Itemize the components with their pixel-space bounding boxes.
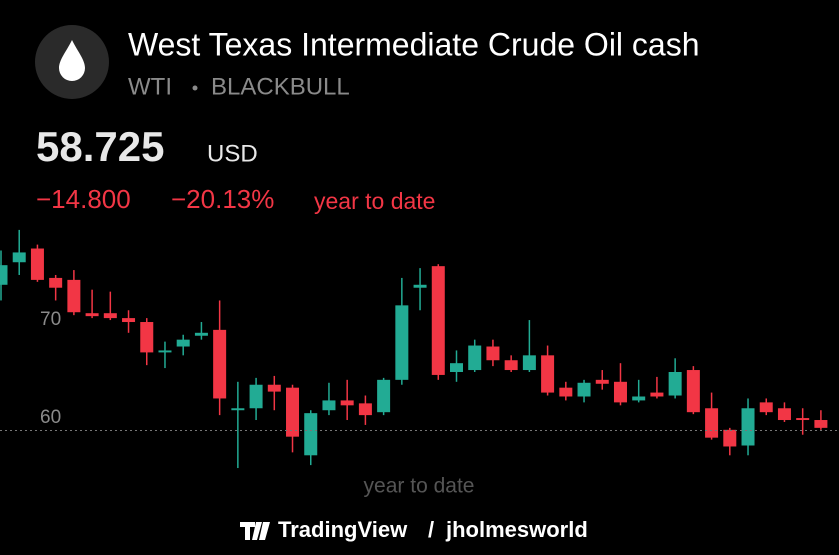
author: jholmesworld — [445, 517, 588, 542]
candle-body — [267, 384, 281, 392]
candle-body — [0, 265, 8, 285]
candle-body — [468, 345, 482, 371]
candle-body — [450, 363, 463, 372]
candle-body — [140, 322, 154, 353]
currency: USD — [207, 140, 258, 167]
drop-icon — [59, 40, 85, 81]
candle-body — [249, 384, 263, 409]
change-percent: −20.13% — [171, 184, 274, 214]
period: year to date — [314, 188, 435, 214]
x-axis-label: year to date — [364, 475, 475, 498]
candle-body — [286, 387, 300, 437]
candle-body — [632, 396, 646, 401]
candle-body — [705, 408, 719, 438]
candle-body — [759, 402, 773, 413]
candle-body — [322, 400, 336, 411]
title: West Texas Intermediate Crude Oil cash — [128, 26, 700, 62]
candle-body — [686, 370, 700, 413]
candle-body — [304, 413, 318, 456]
tradingview-logo — [240, 522, 270, 540]
candle-body — [395, 305, 409, 380]
separator: / — [428, 517, 434, 542]
candle-body — [504, 360, 518, 371]
candle-body — [559, 387, 573, 397]
candle-body — [358, 403, 372, 416]
candle-body — [668, 372, 682, 396]
candle-body — [522, 355, 536, 371]
candle-body — [613, 381, 627, 403]
candle-body — [30, 248, 44, 280]
candle-body — [650, 392, 664, 397]
candle-body — [194, 332, 208, 336]
y-tick-label: 70 — [40, 309, 61, 330]
candle-body — [741, 408, 755, 446]
candle-body — [85, 313, 99, 317]
candle-body — [122, 318, 136, 323]
candle-body — [213, 329, 227, 399]
change: −14.800 — [36, 184, 131, 214]
candle-body — [777, 408, 791, 421]
plot-area: 60 70 — [0, 229, 839, 469]
exchange: BLACKBULL — [211, 73, 350, 100]
candle-body — [541, 355, 555, 393]
separator-dot — [192, 85, 198, 91]
candle-body — [814, 420, 828, 428]
candle-body — [12, 252, 26, 263]
candle-body — [413, 284, 427, 288]
candle-body — [176, 339, 190, 347]
price: 58.725 — [36, 123, 164, 170]
candle-body — [67, 279, 81, 313]
candle-body — [796, 418, 810, 421]
candle-body — [577, 382, 591, 397]
candle-body — [103, 313, 117, 319]
candle-body — [158, 350, 172, 353]
candle-body — [49, 277, 63, 288]
brand: TradingView — [278, 517, 408, 542]
candle-body — [723, 429, 737, 447]
symbol: WTI — [128, 73, 172, 100]
candle-body — [231, 408, 245, 411]
y-tick-label: 60 — [40, 407, 61, 428]
candle-body — [431, 266, 445, 375]
candle-body — [377, 379, 391, 413]
candle-body — [340, 400, 354, 406]
candle-body — [595, 379, 609, 384]
candle-body — [486, 346, 500, 361]
